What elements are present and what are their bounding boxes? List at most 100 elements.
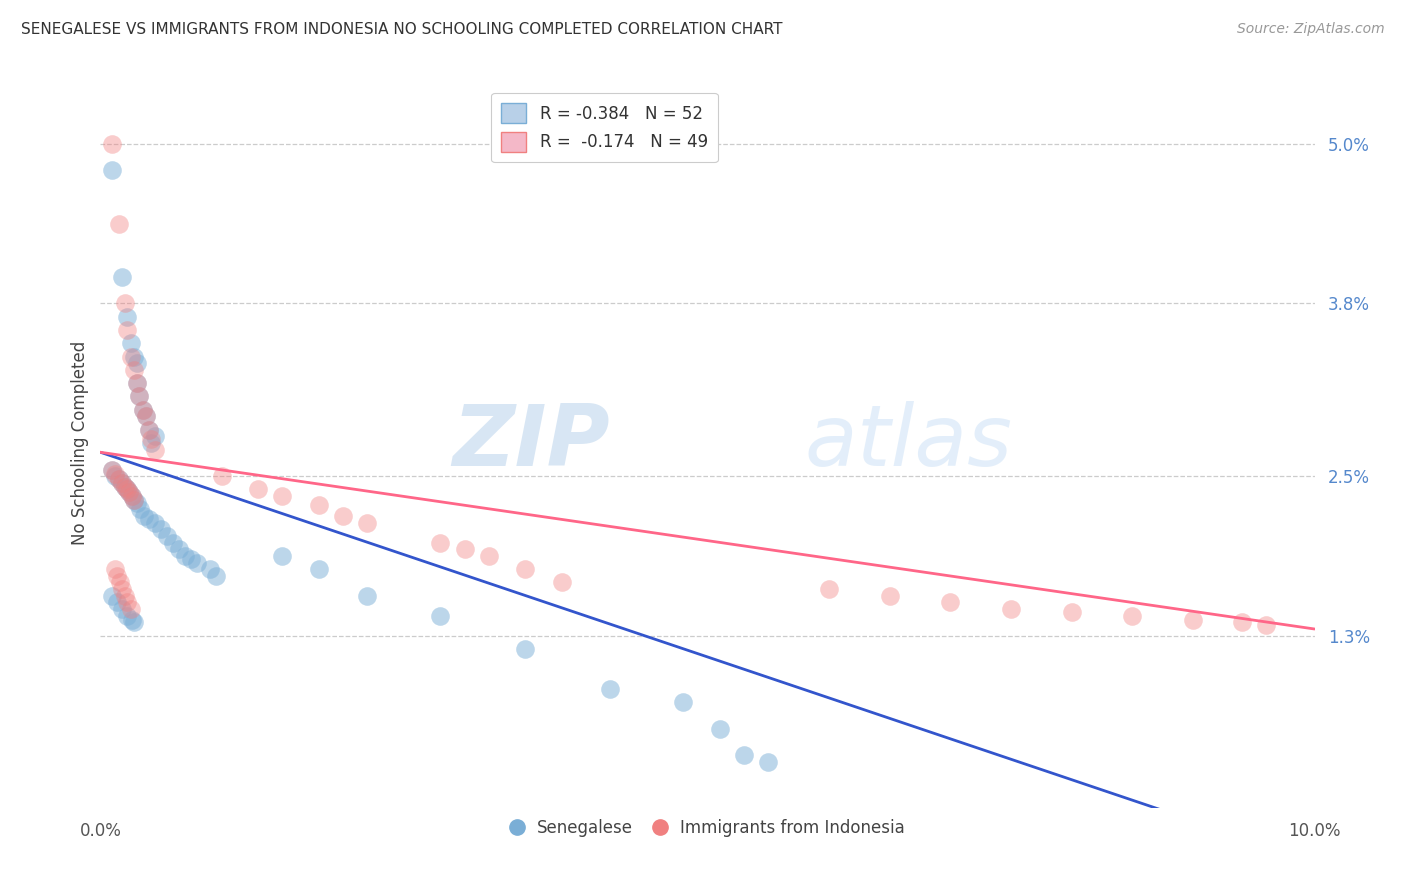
Point bbox=[429, 608, 451, 623]
Legend: Senegalese, Immigrants from Indonesia: Senegalese, Immigrants from Indonesia bbox=[503, 813, 911, 844]
Point bbox=[879, 589, 901, 603]
Point bbox=[453, 542, 475, 557]
Point bbox=[121, 613, 143, 627]
Point bbox=[115, 483, 138, 497]
Point bbox=[111, 475, 134, 490]
Point bbox=[111, 582, 134, 596]
Point bbox=[429, 535, 451, 549]
Point bbox=[198, 562, 221, 576]
Point bbox=[120, 336, 142, 351]
Point bbox=[515, 562, 537, 576]
Point bbox=[204, 569, 226, 583]
Point bbox=[138, 512, 160, 526]
Point bbox=[101, 163, 124, 178]
Point bbox=[162, 535, 184, 549]
Point bbox=[104, 469, 127, 483]
Point bbox=[115, 595, 138, 609]
Text: ZIP: ZIP bbox=[453, 401, 610, 484]
Point bbox=[551, 575, 574, 590]
Point bbox=[105, 595, 128, 609]
Point bbox=[1254, 618, 1277, 632]
Point bbox=[107, 472, 129, 486]
Point bbox=[124, 493, 146, 508]
Point bbox=[132, 402, 155, 417]
Point bbox=[1121, 608, 1143, 623]
Point bbox=[124, 615, 146, 630]
Point bbox=[118, 485, 141, 500]
Text: Source: ZipAtlas.com: Source: ZipAtlas.com bbox=[1237, 22, 1385, 37]
Point bbox=[211, 469, 233, 483]
Point bbox=[104, 562, 127, 576]
Point bbox=[308, 499, 330, 513]
Point bbox=[125, 376, 148, 391]
Point bbox=[143, 516, 166, 530]
Y-axis label: No Schooling Completed: No Schooling Completed bbox=[72, 341, 89, 545]
Point bbox=[143, 442, 166, 457]
Point bbox=[111, 269, 134, 284]
Point bbox=[104, 467, 127, 481]
Point bbox=[141, 436, 163, 450]
Point bbox=[111, 602, 134, 616]
Point bbox=[107, 472, 129, 486]
Point bbox=[141, 432, 163, 446]
Point bbox=[1060, 605, 1083, 619]
Point bbox=[124, 350, 146, 364]
Point bbox=[120, 350, 142, 364]
Point bbox=[125, 376, 148, 391]
Point bbox=[115, 310, 138, 324]
Point bbox=[818, 582, 841, 596]
Text: atlas: atlas bbox=[804, 401, 1012, 484]
Point bbox=[135, 409, 157, 424]
Point bbox=[129, 502, 152, 516]
Point bbox=[247, 483, 270, 497]
Point bbox=[174, 549, 197, 563]
Point bbox=[125, 496, 148, 510]
Point bbox=[599, 681, 621, 696]
Point bbox=[101, 462, 124, 476]
Point bbox=[114, 589, 136, 603]
Point bbox=[672, 695, 695, 709]
Point bbox=[186, 556, 208, 570]
Point bbox=[138, 423, 160, 437]
Point bbox=[121, 489, 143, 503]
Point bbox=[180, 551, 202, 566]
Point bbox=[138, 423, 160, 437]
Point bbox=[169, 542, 191, 557]
Point bbox=[271, 489, 294, 503]
Point bbox=[124, 363, 146, 377]
Point bbox=[1000, 602, 1022, 616]
Point bbox=[121, 489, 143, 503]
Point bbox=[118, 485, 141, 500]
Point bbox=[135, 409, 157, 424]
Text: SENEGALESE VS IMMIGRANTS FROM INDONESIA NO SCHOOLING COMPLETED CORRELATION CHART: SENEGALESE VS IMMIGRANTS FROM INDONESIA … bbox=[21, 22, 783, 37]
Point bbox=[515, 642, 537, 657]
Point bbox=[1182, 613, 1205, 627]
Point bbox=[156, 529, 179, 543]
Point bbox=[120, 602, 142, 616]
Point bbox=[143, 429, 166, 443]
Point bbox=[332, 509, 354, 524]
Point bbox=[114, 296, 136, 310]
Point bbox=[756, 755, 779, 769]
Point bbox=[308, 562, 330, 576]
Point bbox=[105, 569, 128, 583]
Point bbox=[115, 483, 138, 497]
Point bbox=[114, 480, 136, 494]
Point bbox=[132, 402, 155, 417]
Point bbox=[101, 462, 124, 476]
Point bbox=[115, 608, 138, 623]
Point bbox=[709, 722, 731, 736]
Point bbox=[128, 389, 150, 403]
Point bbox=[115, 323, 138, 337]
Point bbox=[132, 509, 155, 524]
Point bbox=[733, 748, 755, 763]
Point bbox=[114, 480, 136, 494]
Point bbox=[271, 549, 294, 563]
Point bbox=[128, 389, 150, 403]
Point bbox=[1230, 615, 1253, 630]
Point bbox=[108, 575, 131, 590]
Point bbox=[125, 356, 148, 370]
Point bbox=[107, 217, 129, 231]
Point bbox=[101, 589, 124, 603]
Point bbox=[939, 595, 962, 609]
